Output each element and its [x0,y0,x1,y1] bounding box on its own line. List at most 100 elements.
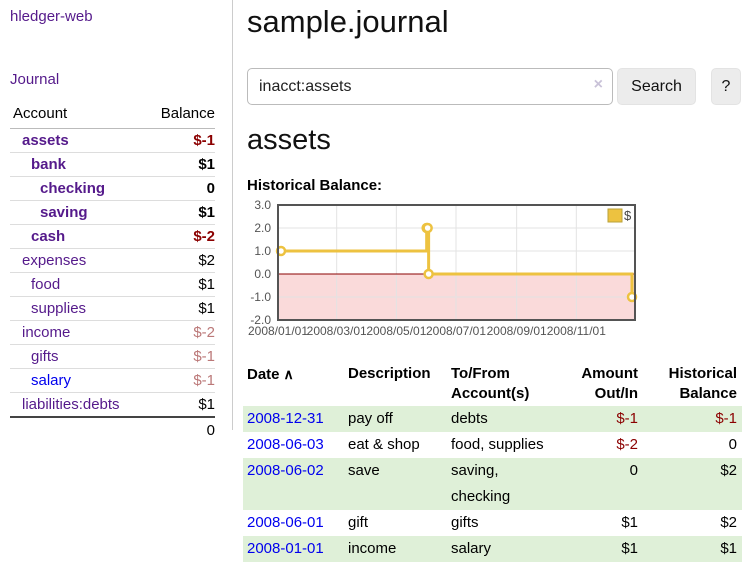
transaction-accounts: gifts [451,514,479,531]
account-row-gifts: gifts $-1 [10,344,215,369]
account-balance: $1 [144,296,215,321]
svg-text:2008/03/01: 2008/03/01 [307,324,367,338]
transaction-date-link[interactable]: 2008-12-31 [247,410,324,427]
transaction-description: gift [348,514,369,531]
account-link-expenses[interactable]: expenses [22,252,87,269]
accounts-total-row: 0 [10,416,215,443]
account-balance: $-1 [144,368,215,393]
svg-text:2.0: 2.0 [254,221,271,235]
transaction-balance: $1 [720,540,737,557]
account-link-liabilities-debts[interactable]: liabilities:debts [22,396,120,413]
transaction-amount: $1 [621,540,638,557]
account-row-saving: saving $1 [10,200,215,225]
transaction-accounts: saving, checking [451,462,511,505]
svg-text:2008/05/01: 2008/05/01 [366,324,426,338]
transaction-date-link[interactable]: 2008-06-03 [247,436,324,453]
account-link-cash[interactable]: cash [31,228,66,245]
transaction-amount: $-1 [616,410,638,427]
svg-text:2008/11/01: 2008/11/01 [547,324,606,338]
register-header-balance: Historical Balance [668,365,737,402]
register-row[interactable]: 2008-01-01 income salary $1 $1 [243,536,742,562]
accounts-header-balance: Balance [144,101,215,129]
register-row[interactable]: 2008-12-31 pay off debts $-1 $-1 [243,406,742,432]
search-input-wrap: × [247,68,613,105]
account-link-supplies[interactable]: supplies [31,300,87,317]
transaction-description: save [348,462,380,479]
register-table: Date ∧ Description To/From Account(s) Amo… [243,362,742,562]
transaction-date-link[interactable]: 2008-06-02 [247,462,324,479]
transaction-balance: $-1 [715,410,737,427]
register-row[interactable]: 2008-06-02 save saving, checking 0 $2 [243,458,742,510]
account-link-checking[interactable]: checking [40,180,106,197]
accounts-table: Account Balance assets $-1 bank $1 check… [10,101,215,443]
account-balance: $-1 [144,344,215,369]
account-balance: $1 [144,272,215,297]
register-header-date[interactable]: Date ∧ [247,366,294,383]
search-input[interactable] [247,68,613,105]
historical-balance-chart: 3.0 2.0 1.0 0.0 -1.0 -2.0 2008/01/01 2008/03/01… [246,198,742,347]
svg-text:-1.0: -1.0 [250,290,271,304]
transaction-description: income [348,540,397,557]
account-link-gifts[interactable]: gifts [31,348,59,365]
help-button[interactable]: ? [711,68,741,105]
svg-text:0.0: 0.0 [254,267,271,281]
svg-text:2008/01/01: 2008/01/01 [248,324,308,338]
transaction-description: eat & shop [348,436,420,453]
transaction-accounts: food, supplies [451,436,544,453]
chart-canvas: 3.0 2.0 1.0 0.0 -1.0 -2.02008/01/012008/03/01… [248,198,638,338]
account-row-expenses: expenses $2 [10,248,215,273]
sidebar-item-journal[interactable]: Journal [10,71,60,88]
account-row-salary: salary $-1 [10,368,215,393]
svg-text:2008/07/01: 2008/07/01 [426,324,486,338]
transaction-amount: 0 [629,462,638,479]
accounts-header-account: Account [10,101,145,129]
account-balance: $-2 [144,320,215,345]
account-balance: $1 [144,392,215,418]
account-link-income[interactable]: income [22,324,71,341]
account-row-income: income $-2 [10,320,215,345]
account-row-checking: checking 0 [10,176,215,201]
account-balance: $1 [144,152,215,177]
account-row-supplies: supplies $1 [10,296,215,321]
svg-text:2008/09/01: 2008/09/01 [487,324,547,338]
transaction-description: pay off [348,410,393,427]
accounts-total-value: 0 [144,416,215,443]
register-header-amount: Amount Out/In [581,365,638,402]
account-link-salary[interactable]: salary [31,372,72,389]
transaction-accounts: salary [451,540,492,557]
search-button[interactable]: Search [617,68,696,105]
account-row-food: food $1 [10,272,215,297]
svg-text:-2.0: -2.0 [250,313,271,327]
transaction-balance: $2 [720,462,737,479]
account-link-assets[interactable]: assets [22,132,69,149]
sort-ascending-icon: ∧ [283,366,294,382]
transaction-balance: $2 [720,514,737,531]
account-balance: 0 [144,176,215,201]
search-form: × Search ? [247,68,742,105]
account-link-saving[interactable]: saving [40,204,88,221]
account-balance: $-1 [144,128,215,153]
account-link-food[interactable]: food [31,276,61,293]
transaction-amount: $1 [621,514,638,531]
account-link-bank[interactable]: bank [31,156,67,173]
svg-text:3.0: 3.0 [254,199,271,212]
transaction-date-link[interactable]: 2008-01-01 [247,540,324,557]
chart-title: Historical Balance: [247,177,383,194]
clear-search-icon[interactable]: × [593,76,603,93]
register-header-row: Date ∧ Description To/From Account(s) Amo… [243,362,742,406]
account-balance: $1 [144,200,215,225]
account-row-assets: assets $-1 [10,128,215,153]
svg-text:$: $ [624,208,632,223]
account-row-bank: bank $1 [10,152,215,177]
transaction-date-link[interactable]: 2008-06-01 [247,514,324,531]
transaction-balance: 0 [728,436,737,453]
account-balance: $2 [144,248,215,273]
register-row[interactable]: 2008-06-03 eat & shop food, supplies $-2… [243,432,742,458]
app-title-link[interactable]: hledger-web [10,8,93,25]
account-balance: $-2 [144,224,215,249]
page-title: sample.journal [247,4,449,39]
transaction-accounts: debts [451,410,488,427]
svg-text:1.0: 1.0 [254,244,271,258]
register-row[interactable]: 2008-06-01 gift gifts $1 $2 [243,510,742,536]
